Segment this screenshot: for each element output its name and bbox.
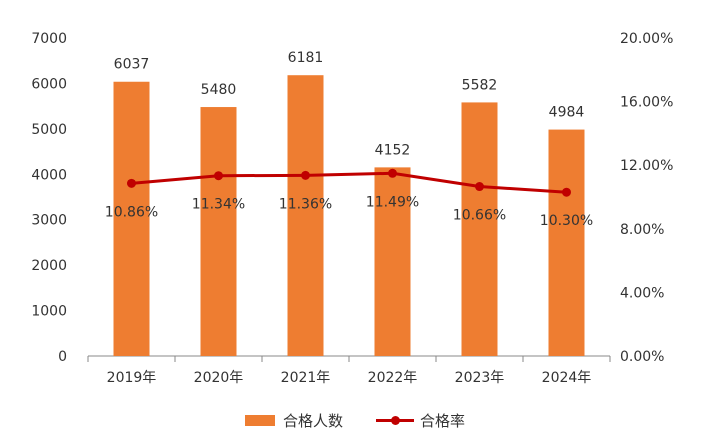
bar — [548, 129, 585, 356]
y-left-tick-label: 5000 — [31, 122, 67, 138]
bar-data-label: 6181 — [288, 50, 324, 66]
y-right-tick-label: 12.00% — [620, 158, 673, 174]
line-data-label: 10.86% — [105, 204, 158, 220]
x-tick-label: 2020年 — [194, 370, 244, 386]
x-tick-label: 2019年 — [107, 370, 157, 386]
x-tick-label: 2024年 — [542, 370, 592, 386]
bar-data-label: 6037 — [114, 57, 150, 73]
line-point — [475, 182, 484, 192]
y-right-tick-label: 20.00% — [620, 31, 673, 47]
bar — [113, 81, 150, 356]
line-point — [127, 178, 136, 188]
y-left-tick-label: 6000 — [31, 76, 67, 92]
bar — [461, 102, 498, 356]
y-right-tick-label: 16.00% — [620, 95, 673, 111]
bar — [374, 167, 411, 356]
legend-item-bar: 合格人数 — [245, 405, 343, 435]
x-tick-label: 2022年 — [368, 370, 418, 386]
legend: 合格人数 合格率 — [0, 405, 704, 435]
line-data-label: 11.49% — [366, 194, 419, 210]
bar — [287, 75, 324, 357]
line-data-label: 10.30% — [540, 213, 593, 229]
line-point — [214, 171, 223, 181]
y-left-tick-label: 1000 — [31, 304, 67, 320]
legend-item-line: 合格率 — [376, 405, 465, 435]
legend-label-bar: 合格人数 — [283, 411, 344, 430]
line-data-label: 11.36% — [279, 196, 332, 212]
y-right-tick-label: 4.00% — [620, 285, 664, 301]
y-left-tick-label: 7000 — [31, 31, 67, 47]
line-data-label: 10.66% — [453, 208, 506, 224]
bar — [200, 107, 237, 357]
legend-swatch-bar — [245, 414, 275, 426]
line-point — [562, 187, 571, 197]
y-left-tick-label: 4000 — [31, 167, 67, 183]
y-left-tick-label: 3000 — [31, 213, 67, 229]
legend-swatch-line — [376, 414, 414, 426]
y-right-tick-label: 8.00% — [620, 222, 664, 238]
x-tick-label: 2021年 — [281, 370, 331, 386]
y-right-tick-label: 0.00% — [620, 349, 664, 365]
bar-data-label: 5582 — [462, 77, 498, 93]
y-left-tick-label: 0 — [58, 349, 67, 365]
bar-data-label: 4984 — [549, 105, 585, 121]
bar-data-label: 5480 — [201, 82, 237, 98]
chart: 0 1000 2000 3000 4000 5000 6000 7000 0.00% 4.00% 8… — [31, 31, 673, 386]
line-point — [301, 170, 310, 180]
bar-data-label: 4152 — [375, 142, 411, 158]
line-series — [131, 171, 567, 194]
y-left-tick-label: 2000 — [31, 258, 67, 274]
x-tick-label: 2023年 — [455, 370, 505, 386]
line-data-label: 11.34% — [192, 197, 245, 213]
legend-label-line: 合格率 — [420, 411, 466, 430]
line-point — [388, 168, 397, 178]
